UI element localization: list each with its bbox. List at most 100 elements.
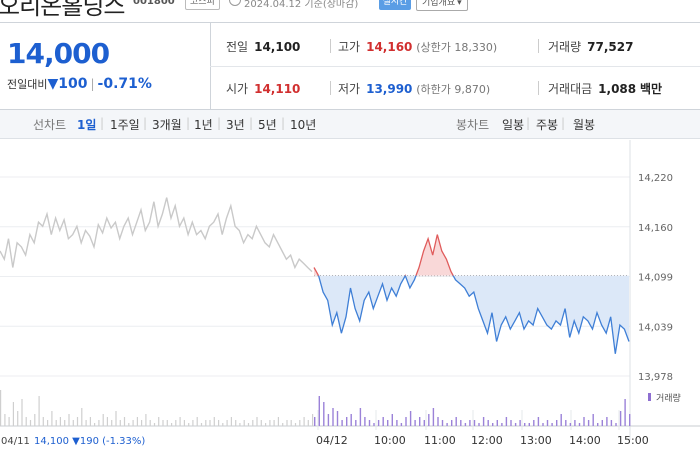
company-info-label: 기업개요 bbox=[422, 0, 456, 8]
volume-bar bbox=[38, 396, 40, 426]
volume-bar bbox=[355, 420, 357, 426]
volume-bar bbox=[373, 423, 375, 426]
tab-period-1w[interactable]: 1주일 bbox=[110, 118, 140, 132]
divider bbox=[330, 81, 331, 95]
volume-bar bbox=[81, 408, 83, 426]
volume-bar bbox=[478, 423, 480, 426]
date-text: 2024.04.12 기준(장마감) bbox=[244, 0, 359, 10]
volume-bar bbox=[98, 420, 100, 426]
volume-bar bbox=[455, 417, 457, 426]
amount-value: 1,088 bbox=[598, 82, 637, 96]
volume-bar bbox=[209, 420, 211, 426]
tab-candle-month[interactable]: 월봉 bbox=[573, 118, 596, 132]
volume-bar bbox=[282, 423, 284, 426]
volume-bar bbox=[34, 414, 36, 426]
today-area-down bbox=[314, 275, 629, 354]
divider: | bbox=[217, 116, 222, 130]
volume-bar bbox=[260, 420, 262, 426]
volume-bar bbox=[364, 417, 366, 426]
volume-bar bbox=[382, 417, 384, 426]
volume-bar bbox=[359, 408, 362, 426]
volume-bar bbox=[136, 417, 138, 426]
volume-bar bbox=[230, 417, 232, 426]
x-tick-label: 10:00 bbox=[374, 434, 406, 447]
tab-period-1d[interactable]: 1일 bbox=[77, 118, 97, 132]
volume-value: 77,527 bbox=[587, 40, 634, 54]
price-chart[interactable]: 14,220 14,160 14,099 14,039 13,978 04/11 14,10… bbox=[0, 140, 700, 450]
volume-bar bbox=[299, 420, 301, 426]
volume-bar bbox=[583, 417, 585, 426]
prev-close-value: 14,100 bbox=[254, 40, 301, 54]
tab-period-10y[interactable]: 10년 bbox=[290, 118, 317, 132]
volume-bar bbox=[8, 417, 10, 426]
volume-bar bbox=[196, 417, 198, 426]
volume-bar bbox=[162, 420, 164, 426]
volume-bar bbox=[368, 420, 371, 426]
volume-bar bbox=[239, 423, 241, 426]
y-tick-label: 14,220 bbox=[638, 173, 673, 184]
divider bbox=[210, 66, 700, 67]
today-area-up bbox=[314, 234, 454, 276]
y-tick-label: 13,978 bbox=[638, 372, 673, 383]
divider bbox=[538, 39, 539, 53]
y-tick-label: 14,039 bbox=[638, 322, 673, 333]
volume-bar bbox=[346, 417, 348, 426]
volume-bar bbox=[414, 420, 416, 426]
volume-bar bbox=[496, 420, 498, 426]
trade-amount: 거래대금 1,088 백만 bbox=[548, 80, 662, 97]
volume-legend: 거래량 bbox=[656, 392, 681, 404]
volume-bar bbox=[226, 420, 228, 426]
line-chart-label: 선차트 bbox=[33, 118, 67, 132]
volume-bar bbox=[85, 420, 87, 426]
x-tick-label: 04/12 bbox=[316, 434, 348, 447]
volume-bar bbox=[437, 417, 439, 426]
volume-bar bbox=[166, 420, 168, 426]
volume-bar bbox=[115, 411, 117, 426]
x-tick-label: 15:00 bbox=[617, 434, 649, 447]
tab-period-5y[interactable]: 5년 bbox=[258, 118, 277, 132]
volume-legend-swatch bbox=[648, 393, 651, 401]
divider: | bbox=[526, 116, 531, 130]
volume-bar bbox=[405, 417, 407, 426]
company-info-button[interactable]: 기업개요 ▾ bbox=[416, 0, 468, 11]
tab-period-3m[interactable]: 3개월 bbox=[152, 118, 182, 132]
volume-bar bbox=[565, 420, 567, 426]
tab-candle-week[interactable]: 주봉 bbox=[536, 118, 559, 132]
volume-bar bbox=[64, 420, 66, 426]
volume-bar bbox=[12, 402, 14, 426]
volume-bar bbox=[409, 411, 412, 426]
lower-limit: (하한가 9,870) bbox=[416, 83, 491, 96]
prev-close-label: 전일 bbox=[226, 40, 249, 54]
high-price: 고가 14,160 (상한가 18,330) bbox=[338, 38, 497, 55]
stock-code: 001800 bbox=[133, 0, 175, 7]
volume-bar bbox=[464, 423, 467, 426]
volume-bar bbox=[542, 423, 544, 426]
volume-bar bbox=[551, 423, 553, 426]
divider: | bbox=[249, 116, 254, 130]
volume-bar bbox=[269, 420, 271, 426]
volume-bar bbox=[175, 420, 177, 426]
today-area bbox=[313, 234, 630, 354]
volume-bar bbox=[205, 420, 207, 426]
tab-candle-day[interactable]: 일봉 bbox=[502, 118, 525, 132]
volume-bar bbox=[188, 423, 190, 426]
y-tick-label: 14,160 bbox=[638, 223, 673, 234]
volume-bar bbox=[482, 417, 485, 426]
clock-icon bbox=[229, 0, 241, 6]
tab-period-3y[interactable]: 3년 bbox=[226, 118, 245, 132]
tab-period-1y[interactable]: 1년 bbox=[194, 118, 213, 132]
volume-bar bbox=[528, 423, 530, 426]
volume-bar bbox=[68, 414, 70, 426]
volume-bar bbox=[312, 414, 314, 426]
amount-unit: 백만 bbox=[639, 82, 663, 96]
volume-bar bbox=[546, 420, 549, 426]
volume-bar bbox=[94, 423, 96, 426]
volume-bar bbox=[501, 423, 503, 426]
volume-bar bbox=[587, 420, 590, 426]
realtime-button[interactable]: 실시간 bbox=[379, 0, 411, 10]
volume-bar bbox=[17, 411, 19, 426]
x-tick-label: 14:00 bbox=[569, 434, 601, 447]
volume-bar bbox=[218, 420, 220, 426]
volume-bar bbox=[323, 402, 325, 426]
volume-bar bbox=[4, 414, 6, 426]
